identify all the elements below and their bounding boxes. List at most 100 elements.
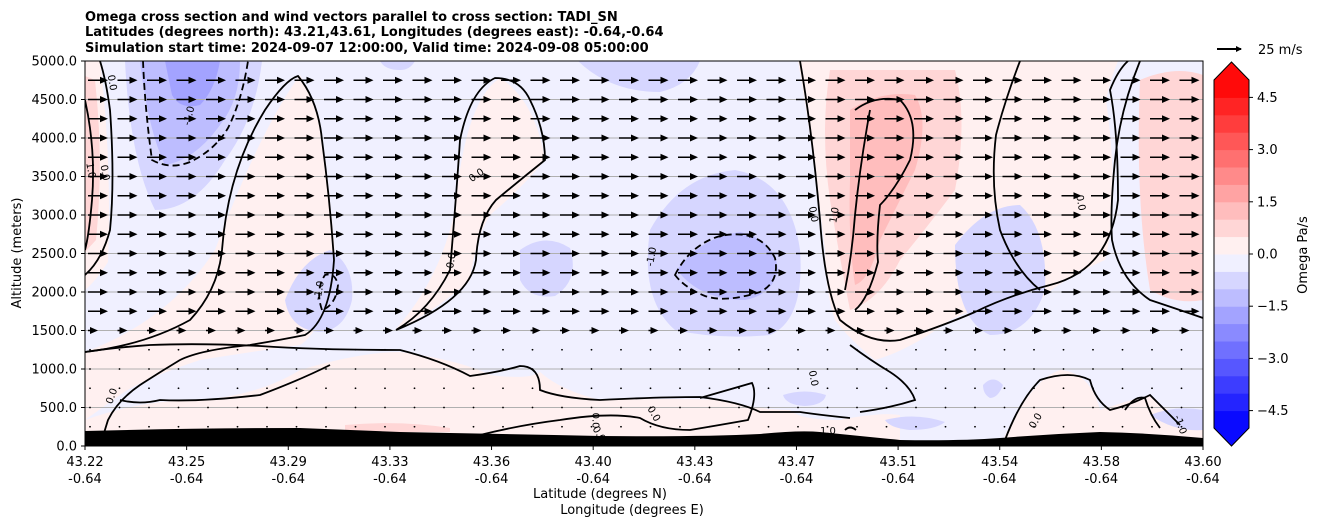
wind-vector <box>266 348 268 351</box>
wind-vector-head <box>188 153 197 161</box>
colorbar-band <box>1214 236 1249 255</box>
colorbar-band <box>1214 114 1249 133</box>
wind-vector-head <box>1044 288 1052 296</box>
wind-vector-head <box>778 269 787 277</box>
x-tick-label-latitude: 43.33 <box>371 455 408 470</box>
wind-vector-head <box>1073 269 1082 277</box>
wind-vector <box>1062 368 1065 370</box>
wind-vector <box>266 406 268 409</box>
wind-vector <box>89 368 91 370</box>
wind-vector <box>561 348 563 351</box>
wind-vector <box>649 387 652 390</box>
wind-vector-head <box>454 96 462 103</box>
colorbar-band <box>1214 375 1249 394</box>
wind-vector-head <box>424 307 433 315</box>
wind-vector-head <box>365 76 374 84</box>
wind-vector-head <box>542 96 551 103</box>
wind-vector-head <box>277 307 285 315</box>
wind-vector-head <box>778 192 787 200</box>
wind-vector-head <box>837 115 846 123</box>
wind-vector <box>620 406 622 409</box>
x-tick-label-latitude: 43.54 <box>981 455 1018 470</box>
wind-vector-head <box>424 115 433 123</box>
wind-vector-head <box>218 76 226 84</box>
wind-vector-head <box>837 96 846 103</box>
wind-vector-head <box>1162 153 1170 161</box>
wind-vector-head <box>306 76 315 84</box>
wind-vector-head <box>1093 327 1101 334</box>
wind-vector-head <box>454 288 462 296</box>
wind-vector-head <box>129 153 138 161</box>
wind-vector <box>738 425 740 428</box>
wind-vector <box>207 387 209 390</box>
wind-vector <box>1121 425 1124 428</box>
wind-vector-head <box>395 269 403 277</box>
wind-vector-head <box>1191 134 1200 142</box>
wind-vector <box>354 348 357 351</box>
wind-vector <box>649 348 652 351</box>
wind-vector-head <box>1014 211 1023 219</box>
wind-vector-head <box>1132 173 1141 180</box>
wind-vector <box>738 406 740 409</box>
wind-vector-head <box>857 327 865 334</box>
wind-vector <box>177 425 180 428</box>
negative-region-center-left <box>520 240 573 297</box>
wind-vector <box>915 368 917 370</box>
wind-vector <box>502 368 504 370</box>
wind-vector-head <box>778 115 787 123</box>
y-tick-label: 500.0 <box>40 401 77 416</box>
x-axis-label-latitude: Latitude (degrees N) <box>533 487 667 502</box>
wind-vector-head <box>631 115 639 123</box>
contour-label: 0.0 <box>590 413 601 429</box>
wind-vector-head <box>100 250 108 257</box>
wind-vector-head <box>1014 134 1023 142</box>
wind-vector <box>531 387 534 390</box>
wind-vector-head <box>188 76 197 84</box>
wind-vector-head <box>100 211 108 219</box>
wind-vector-head <box>542 153 551 161</box>
wind-vector <box>590 406 593 409</box>
wind-vector-head <box>542 115 551 123</box>
wind-vector-head <box>631 134 639 142</box>
wind-vector <box>118 387 121 390</box>
wind-vector-head <box>395 76 403 84</box>
wind-vector-head <box>719 192 728 200</box>
wind-vector-head <box>1162 76 1170 84</box>
wind-vector-head <box>631 192 639 200</box>
wind-vector-head <box>837 250 846 257</box>
wind-vector-head <box>660 211 669 219</box>
wind-vector <box>295 348 298 351</box>
wind-vector-head <box>306 153 315 161</box>
wind-vector-head <box>660 96 669 103</box>
wind-vector-head <box>1162 134 1170 142</box>
wind-vector <box>118 406 121 409</box>
wind-vector-head <box>454 153 462 161</box>
colorbar-band <box>1214 184 1249 203</box>
positive-region-right-edge <box>1138 71 1203 302</box>
wind-vector-head <box>749 96 757 103</box>
wind-vector-head <box>1122 327 1131 334</box>
wind-vector <box>1180 387 1183 390</box>
wind-vector-head <box>1014 307 1023 315</box>
wind-vector-head <box>827 327 836 334</box>
wind-vector <box>1151 406 1153 409</box>
wind-vector-head <box>690 134 698 142</box>
wind-vector-head <box>188 230 197 238</box>
wind-vector-head <box>1073 76 1082 84</box>
wind-vector-head <box>483 115 492 123</box>
wind-vector-head <box>306 134 315 142</box>
wind-vector-head <box>218 288 226 296</box>
y-axis: 0.0 500.0 1000.0 1500.0 2000.0 2500.0 3000.0 35… <box>32 55 85 455</box>
wind-vector-head <box>660 307 669 315</box>
positive-low-layer <box>85 352 900 446</box>
wind-vector-head <box>867 115 875 123</box>
x-tick-label-latitude: 43.29 <box>270 455 307 470</box>
wind-vector-head <box>945 327 954 334</box>
wind-vector-head <box>749 153 757 161</box>
wind-vector-head <box>867 96 875 103</box>
x-tick-label-latitude: 43.51 <box>879 455 916 470</box>
wind-vector-head <box>719 250 728 257</box>
colorbar-band <box>1214 219 1249 238</box>
wind-vector <box>177 348 180 351</box>
wind-vector-head <box>601 230 610 238</box>
